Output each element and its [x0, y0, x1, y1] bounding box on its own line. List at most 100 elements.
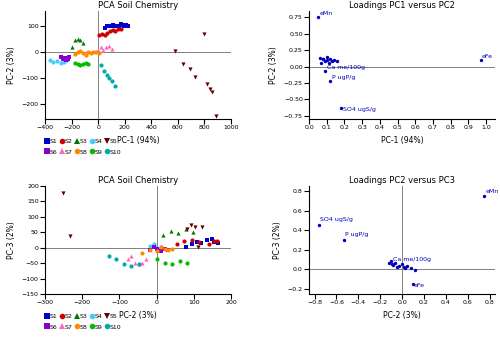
Point [213, 238, 221, 244]
Point [60, 59, 68, 65]
Point [79, 40, 87, 46]
Point [74, 49, 82, 54]
Point [398, 261, 406, 266]
Point [57, 54, 65, 60]
Title: Loadings PC1 versus PC2: Loadings PC1 versus PC2 [349, 1, 455, 10]
Point [65, 54, 73, 60]
Point [146, 242, 154, 248]
Point [110, 83, 118, 89]
Point [134, 261, 142, 267]
Text: P ugP/g: P ugP/g [345, 232, 368, 237]
Text: SO4 ugS/g: SO4 ugS/g [342, 107, 376, 112]
Point [204, 241, 212, 247]
Point [128, 263, 136, 269]
Point [318, 60, 326, 66]
Point [182, 226, 190, 232]
Point [203, 81, 211, 87]
Point [477, 57, 485, 63]
Point [402, 266, 409, 272]
Point [87, 50, 95, 56]
Point [108, 78, 116, 84]
Point [59, 190, 67, 196]
Point [316, 55, 324, 61]
Point [84, 49, 92, 54]
Text: P ugP/g: P ugP/g [332, 75, 355, 79]
Point [90, 49, 98, 54]
Point [168, 261, 176, 267]
Point [108, 24, 116, 29]
Point [74, 61, 82, 67]
Point [326, 56, 334, 62]
Point [161, 246, 169, 252]
Point [108, 27, 116, 33]
Point [186, 66, 194, 72]
Point [409, 281, 417, 287]
Point [106, 29, 114, 34]
X-axis label: PC-2 (3%): PC-2 (3%) [383, 311, 421, 320]
Point [82, 60, 90, 66]
Point [198, 224, 206, 230]
Point [46, 57, 54, 63]
Point [97, 62, 105, 68]
Point [188, 237, 196, 243]
Point [385, 260, 393, 265]
Point [164, 247, 172, 253]
Point [101, 32, 109, 38]
Point [197, 240, 205, 246]
Point [315, 223, 323, 228]
Point [154, 257, 162, 262]
Point [392, 260, 400, 265]
Point [100, 69, 108, 74]
Point [179, 61, 187, 66]
Point [71, 51, 79, 57]
Point [166, 228, 174, 234]
Point [480, 193, 488, 199]
Point [150, 244, 158, 250]
Point [314, 15, 322, 20]
Point [194, 239, 202, 245]
Point [210, 238, 218, 244]
Point [390, 262, 398, 268]
Point [387, 258, 395, 264]
Point [183, 226, 191, 232]
Point [157, 249, 165, 254]
Title: PCA Soil Chemistry: PCA Soil Chemistry [98, 1, 178, 10]
Point [161, 246, 169, 252]
X-axis label: PC-1 (94%): PC-1 (94%) [380, 136, 424, 145]
Point [321, 68, 329, 74]
Point [49, 59, 57, 65]
Point [321, 58, 329, 64]
Point [105, 253, 113, 259]
Point [104, 24, 112, 29]
Point [122, 22, 130, 28]
Point [208, 89, 216, 95]
Point [326, 78, 334, 84]
Point [323, 57, 331, 63]
Text: SO4 ugS/g: SO4 ugS/g [320, 217, 353, 222]
Y-axis label: PC-3 (2%): PC-3 (2%) [273, 221, 282, 259]
Point [154, 246, 162, 252]
Point [146, 247, 154, 253]
Point [407, 265, 415, 270]
Point [173, 241, 181, 247]
Point [187, 223, 195, 228]
Point [134, 261, 142, 267]
Point [95, 50, 103, 56]
Point [190, 224, 198, 230]
Point [138, 250, 146, 256]
Text: Ca me/100g: Ca me/100g [394, 257, 432, 262]
Legend: S6, S7, S8, S9, S10: S6, S7, S8, S9, S10 [45, 149, 122, 155]
Point [150, 241, 158, 247]
Point [63, 57, 71, 63]
Point [116, 24, 124, 29]
Point [82, 52, 90, 58]
Point [160, 232, 168, 238]
Point [400, 264, 408, 269]
Point [71, 60, 79, 66]
Point [66, 233, 74, 239]
Point [118, 22, 126, 28]
X-axis label: PC-1 (94%): PC-1 (94%) [116, 136, 160, 145]
Point [196, 239, 203, 245]
Point [97, 45, 105, 50]
Point [76, 62, 84, 68]
